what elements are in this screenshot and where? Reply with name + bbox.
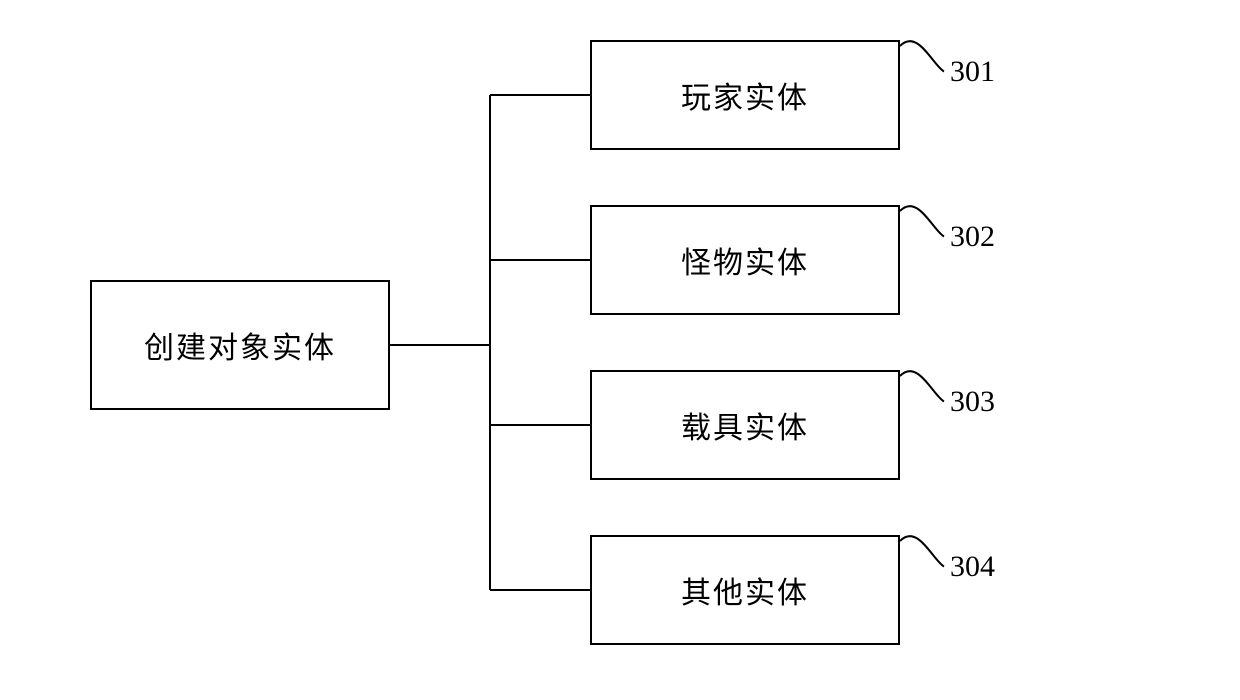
child-node-label: 载具实体 — [681, 403, 809, 447]
ref-label-text: 303 — [950, 385, 995, 418]
ref-label-text: 301 — [950, 55, 995, 88]
ref-label-text: 302 — [950, 220, 995, 253]
ref-label-304: 304 — [950, 550, 995, 584]
ref-label-302: 302 — [950, 220, 995, 254]
root-node: 创建对象实体 — [90, 280, 390, 410]
child-node-label: 玩家实体 — [681, 73, 809, 117]
child-node-301: 玩家实体 — [590, 40, 900, 150]
ref-label-301: 301 — [950, 55, 995, 89]
root-node-label: 创建对象实体 — [144, 323, 336, 367]
child-node-303: 载具实体 — [590, 370, 900, 480]
ref-label-text: 304 — [950, 550, 995, 583]
child-node-302: 怪物实体 — [590, 205, 900, 315]
ref-label-303: 303 — [950, 385, 995, 419]
child-node-label: 怪物实体 — [681, 238, 809, 282]
child-node-label: 其他实体 — [681, 568, 809, 612]
child-node-304: 其他实体 — [590, 535, 900, 645]
diagram-canvas: 创建对象实体 玩家实体 301 怪物实体 302 载具实体 303 其他实体 3… — [0, 0, 1240, 700]
